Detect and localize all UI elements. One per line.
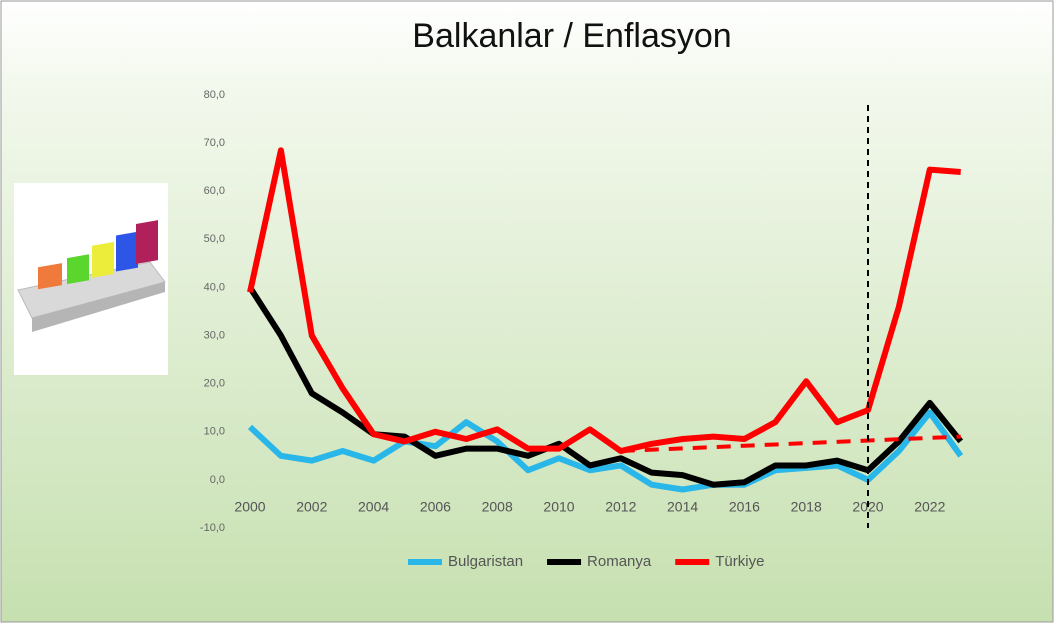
y-tick-label: 70,0 — [204, 137, 225, 149]
y-tick-label: 40,0 — [204, 281, 225, 293]
y-tick-label: 10,0 — [204, 426, 225, 438]
chart: Balkanlar / Enflasyon -10,0 0,0 10,0 20,0 30… — [0, 0, 1054, 623]
x-tick-label: 2012 — [605, 499, 636, 515]
x-tick-label: 2016 — [729, 499, 760, 515]
x-tick-label: 2014 — [667, 499, 698, 515]
x-tick-label: 2006 — [420, 499, 451, 515]
y-tick-label: 80,0 — [204, 89, 225, 101]
x-tick-label: 2002 — [296, 499, 327, 515]
slide: Balkanlar / Enflasyon -10,0 0,0 10,0 20,0 30… — [0, 0, 1054, 623]
x-tick-label: 2022 — [914, 499, 945, 515]
x-tick-label: 2008 — [482, 499, 513, 515]
y-tick-label: 20,0 — [204, 378, 225, 390]
x-tick-label: 2010 — [543, 499, 574, 515]
legend-label: Türkiye — [715, 553, 764, 570]
y-tick-label: 50,0 — [204, 233, 225, 245]
chart-title: Balkanlar / Enflasyon — [412, 17, 731, 55]
y-tick-label: 60,0 — [204, 185, 225, 197]
y-tick-label: 30,0 — [204, 329, 225, 341]
legend-label: Romanya — [587, 553, 652, 570]
legend-label: Bulgaristan — [448, 553, 523, 570]
y-tick-label: -10,0 — [200, 522, 225, 534]
x-tick-label: 2004 — [358, 499, 389, 515]
y-tick-label: 0,0 — [210, 474, 225, 486]
icon — [14, 183, 168, 375]
x-tick-label: 2018 — [791, 499, 822, 515]
x-tick-label: 2000 — [234, 499, 265, 515]
